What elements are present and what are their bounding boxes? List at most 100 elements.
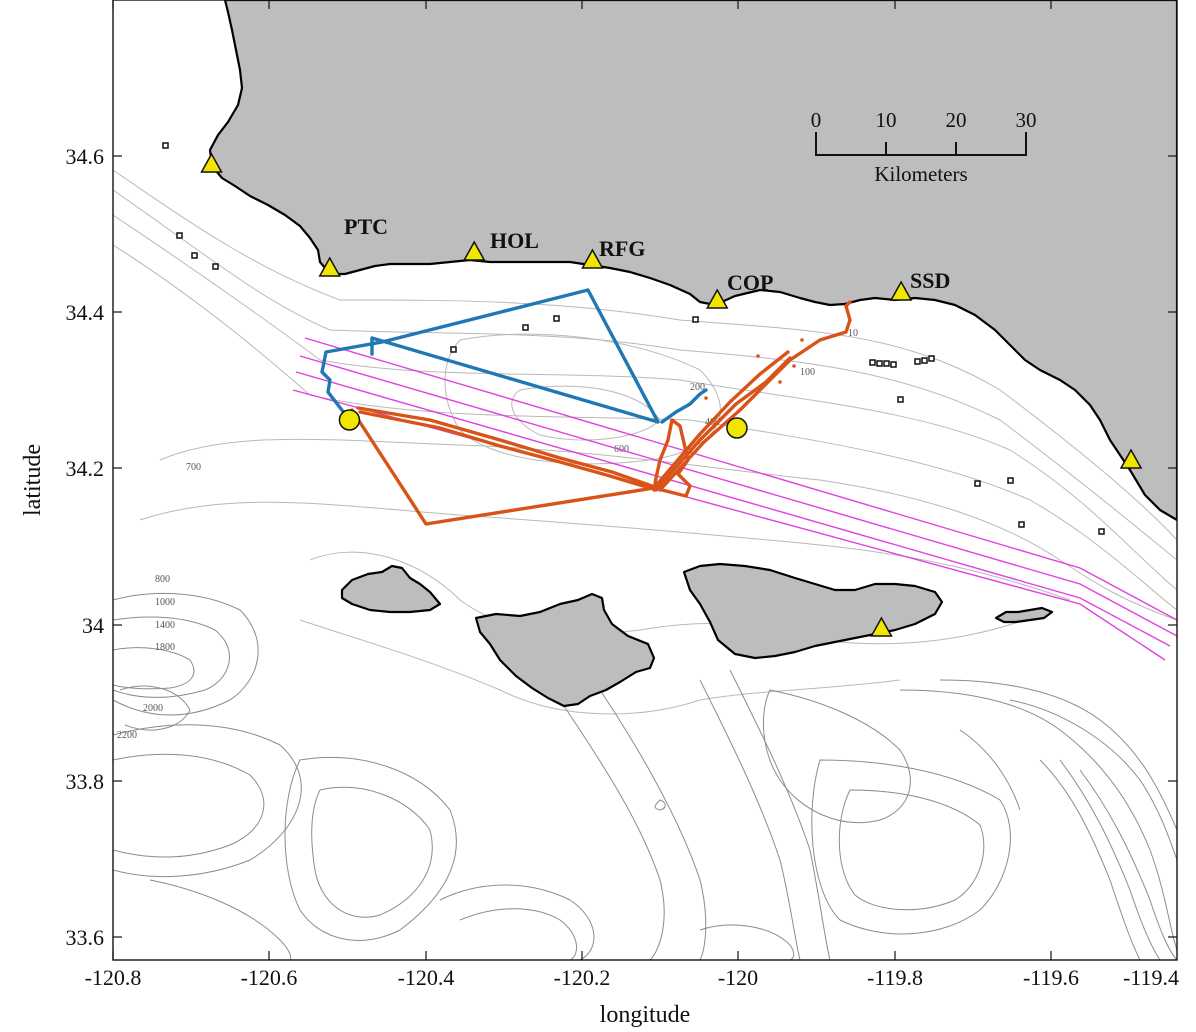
- depth-label: 800: [155, 574, 170, 585]
- station-triangle: [870, 616, 893, 637]
- station-triangle: [200, 152, 223, 173]
- track-path: [658, 304, 852, 492]
- x-tick-label: -120.6: [241, 965, 298, 990]
- axes-frame: [112, 0, 1178, 961]
- scale-tick-label: 20: [946, 108, 967, 132]
- station-labels: PTC HOL RFG COP SSD: [344, 214, 950, 295]
- instrument-marker: [928, 355, 935, 362]
- instrument-marker: [212, 263, 219, 270]
- instrument-marker: [162, 142, 169, 149]
- instrument-marker: [522, 324, 529, 331]
- mooring-circle: [338, 409, 361, 431]
- x-axis-title: longitude: [600, 1002, 691, 1028]
- instrument-markers: [162, 142, 1105, 535]
- instrument-marker: [869, 359, 876, 366]
- mooring-markers: [338, 409, 748, 439]
- island-anacapa: [994, 606, 1054, 624]
- mainland: [208, 0, 1177, 522]
- x-tick-label: -119.4: [1123, 965, 1179, 990]
- y-tick-label: 33.6: [66, 925, 105, 950]
- station-label-rfg: RFG: [599, 236, 645, 261]
- depth-label: 200: [690, 382, 705, 393]
- y-tick-labels: 34.6 34.4 34.2 34 33.8 33.6: [66, 144, 105, 950]
- mooring-circle: [726, 417, 748, 439]
- station-label-cop: COP: [727, 270, 773, 295]
- station-label-ssd: SSD: [910, 268, 950, 293]
- track-path: [358, 410, 652, 490]
- track-dot: [756, 354, 760, 358]
- x-tick-label: -119.6: [1023, 965, 1079, 990]
- orange-glider-track: [350, 300, 852, 526]
- track-path: [320, 288, 660, 424]
- track-dot: [778, 380, 782, 384]
- y-tick-label: 33.8: [66, 769, 105, 794]
- track-dot: [792, 364, 796, 368]
- station-markers: [200, 152, 1143, 637]
- instrument-marker: [974, 480, 981, 487]
- station-triangle: [889, 280, 913, 301]
- track-dot: [800, 338, 804, 342]
- instrument-marker: [914, 358, 921, 365]
- station-label-hol: HOL: [490, 228, 539, 253]
- instrument-marker: [883, 360, 890, 367]
- y-axis-ticks: [113, 155, 1177, 938]
- instrument-marker: [176, 232, 183, 239]
- orange-track-dots: [704, 338, 804, 400]
- x-tick-labels: -120.8 -120.6 -120.4 -120.2 -120 -119.8 …: [85, 965, 1179, 990]
- scale-tick-label: 0: [811, 108, 822, 132]
- depth-label: 2200: [117, 730, 137, 741]
- instrument-marker: [450, 346, 457, 353]
- x-tick-label: -119.8: [867, 965, 923, 990]
- instrument-marker: [876, 360, 883, 367]
- y-axis-title: latitude: [20, 444, 46, 516]
- instrument-marker: [692, 316, 699, 323]
- y-tick-label: 34.6: [66, 144, 105, 169]
- depth-label: 2000: [143, 703, 163, 714]
- instrument-marker: [1007, 477, 1014, 484]
- track-dot: [704, 396, 708, 400]
- land-masses: [208, 0, 1177, 708]
- instrument-marker: [1018, 521, 1025, 528]
- y-tick-label: 34.4: [66, 300, 105, 325]
- station-triangle: [1119, 448, 1143, 469]
- lane-line: [295, 371, 1171, 647]
- depth-label: 100: [800, 367, 815, 378]
- instrument-marker: [1098, 528, 1105, 535]
- station-triangle: [705, 288, 729, 309]
- island-santa-cruz: [682, 562, 944, 660]
- depth-label: 700: [186, 462, 201, 473]
- y-tick-label: 34: [82, 613, 104, 638]
- x-axis-ticks: [112, 0, 1052, 960]
- x-tick-label: -120.8: [85, 965, 142, 990]
- lane-line: [299, 355, 1177, 637]
- depth-label: 1400: [155, 620, 175, 631]
- bathymetry-contours: [113, 169, 1177, 960]
- instrument-marker: [921, 357, 928, 364]
- island-santa-rosa: [474, 592, 656, 708]
- instrument-marker: [897, 396, 904, 403]
- depth-label: 10: [848, 328, 858, 339]
- station-label-ptc: PTC: [344, 214, 388, 239]
- track-path: [844, 300, 852, 308]
- scale-tick-label: 10: [876, 108, 897, 132]
- station-triangle: [318, 256, 342, 277]
- blue-glider-track: [320, 288, 708, 424]
- x-tick-label: -120.2: [554, 965, 611, 990]
- scale-unit-label: Kilometers: [874, 162, 967, 186]
- station-triangle: [462, 240, 486, 261]
- instrument-marker: [890, 361, 897, 368]
- y-tick-label: 34.2: [66, 456, 105, 481]
- track-path: [660, 388, 708, 424]
- instrument-marker: [553, 315, 560, 322]
- scale-tick-label: 30: [1016, 108, 1037, 132]
- scale-bar-line: [815, 132, 1027, 156]
- x-tick-label: -120.4: [398, 965, 455, 990]
- scale-bar: 0 10 20 30 Kilometers: [811, 108, 1037, 186]
- track-path: [652, 350, 790, 490]
- x-tick-label: -120: [718, 965, 758, 990]
- lane-line: [304, 337, 1177, 621]
- track-path: [356, 406, 654, 488]
- station-triangle: [581, 248, 604, 269]
- depth-label: 1000: [155, 597, 175, 608]
